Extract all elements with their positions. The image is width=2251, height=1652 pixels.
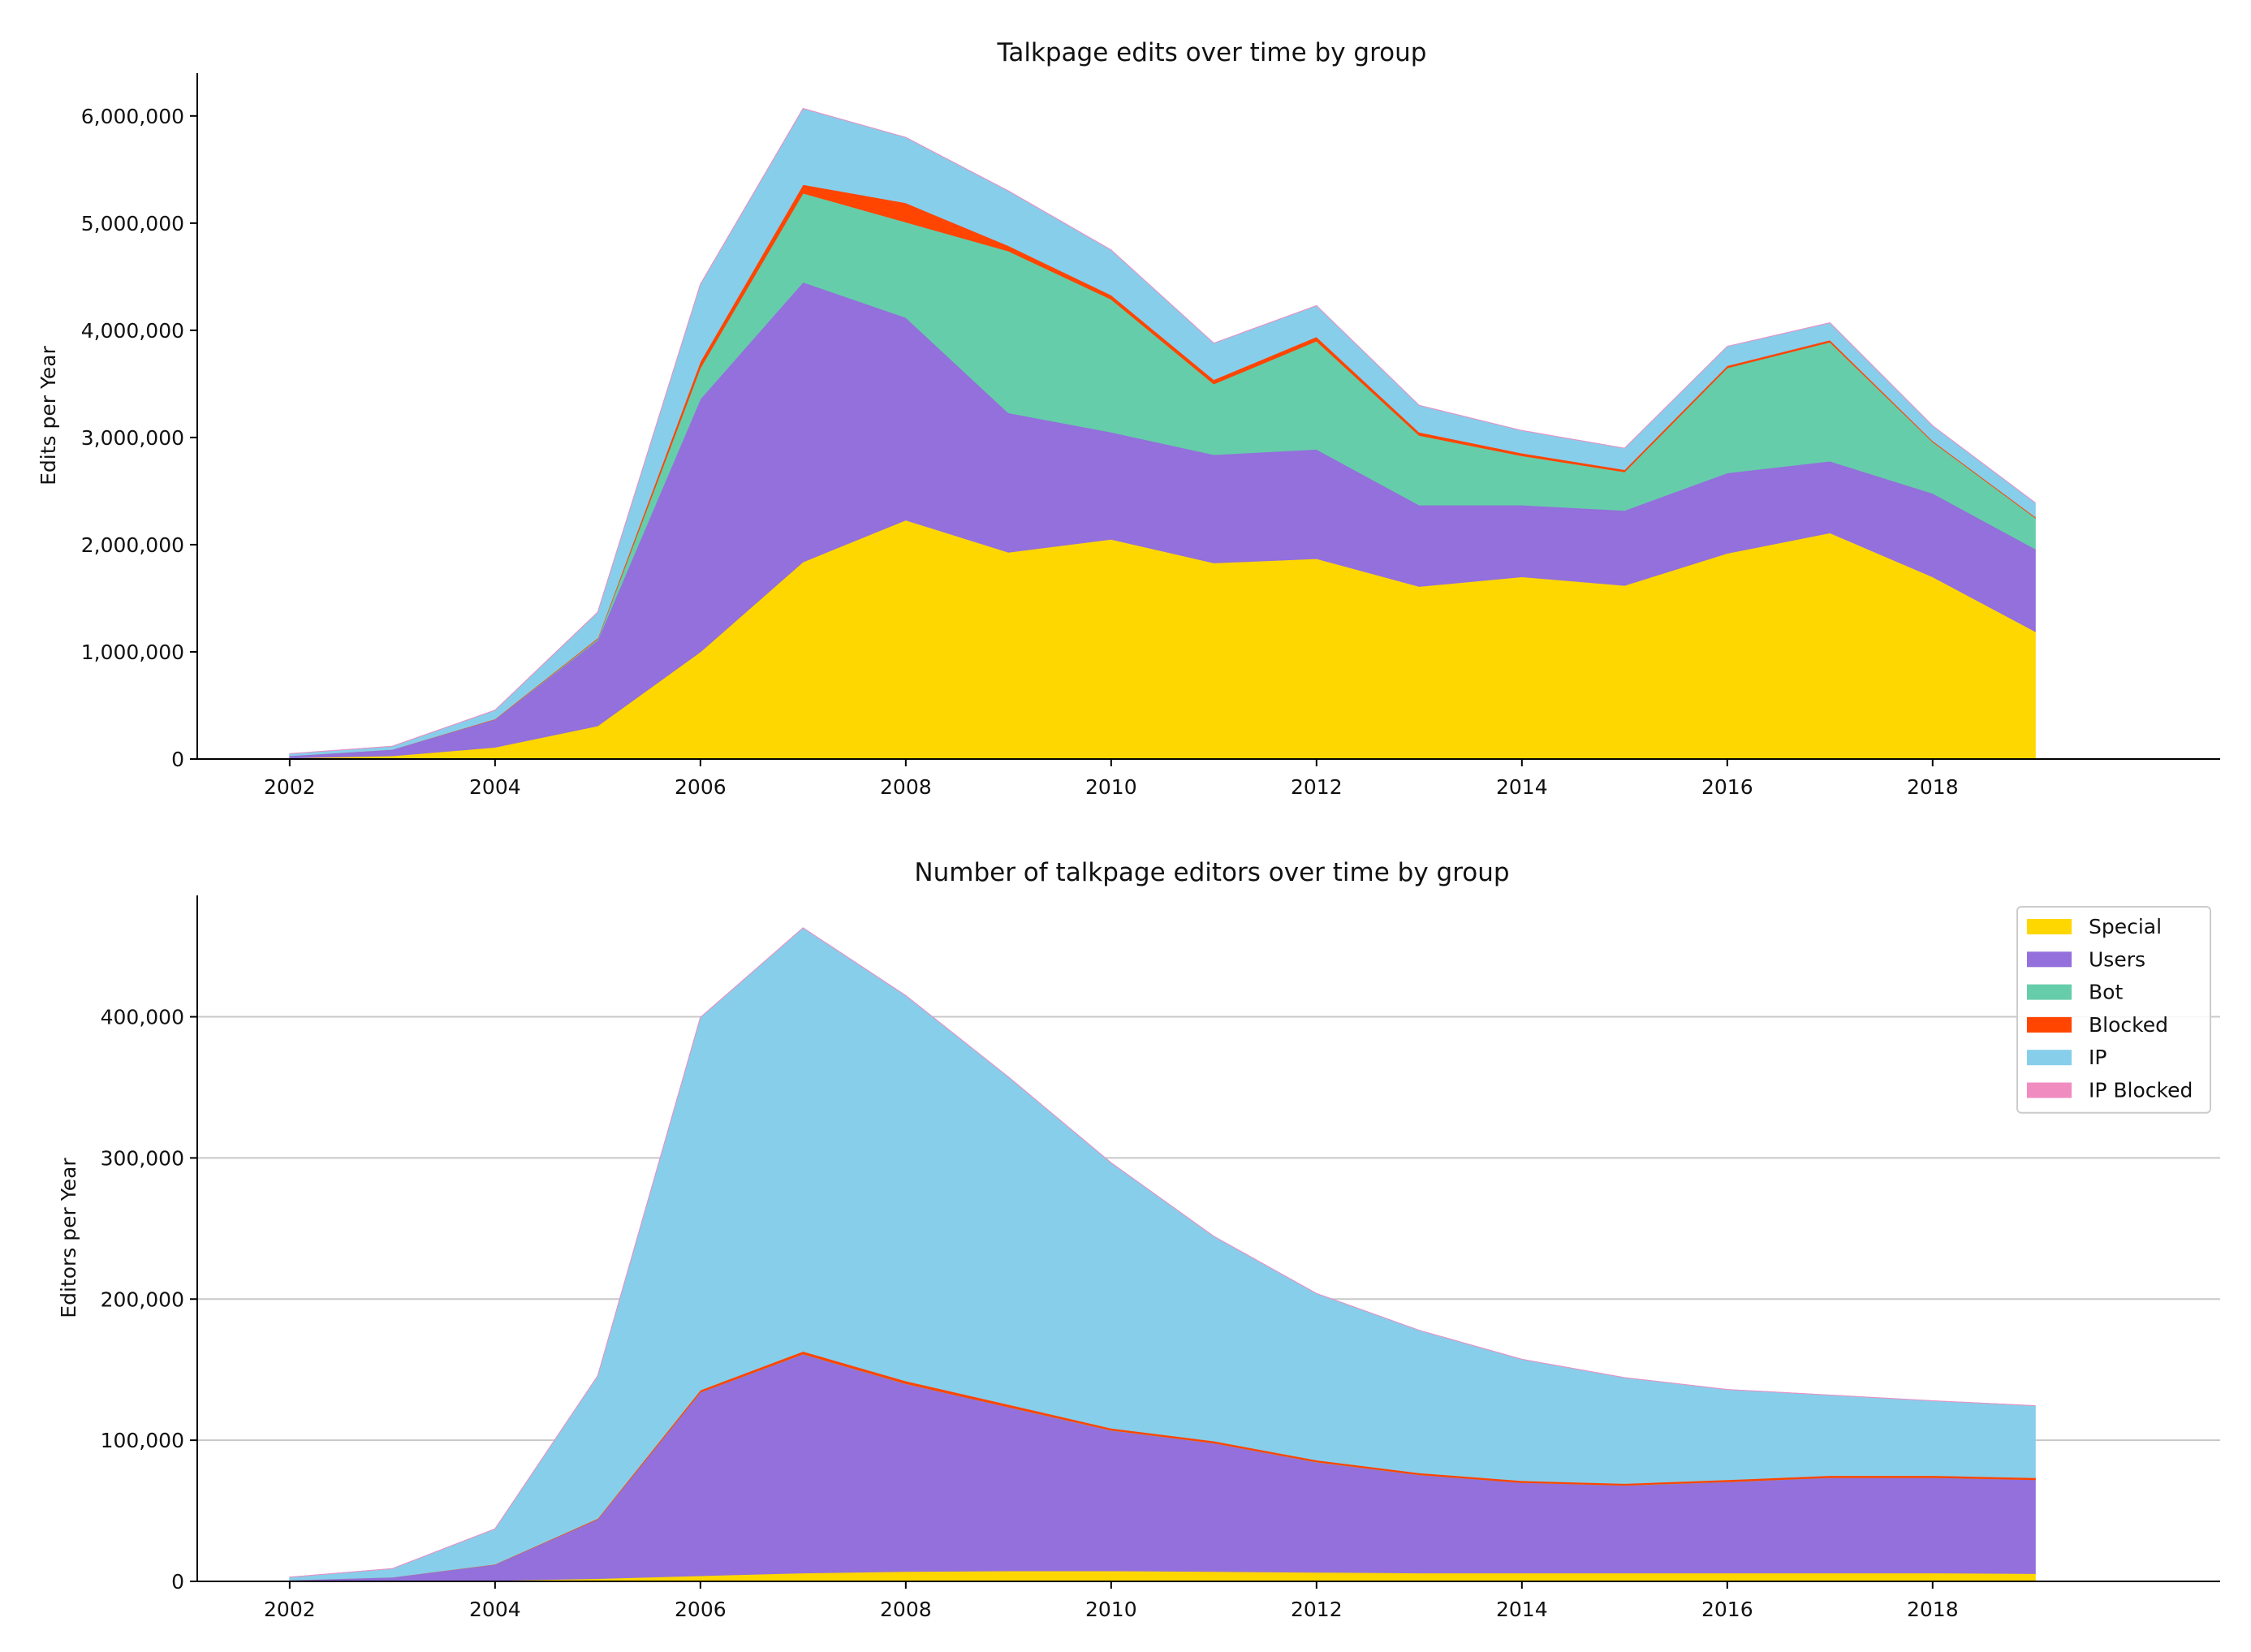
edits-x-tick-label: 2012 bbox=[1291, 775, 1343, 799]
edits-x-tick-label: 2016 bbox=[1701, 775, 1753, 799]
edits-area-ip-blocked bbox=[289, 108, 2036, 754]
editors-y-tick-label: 0 bbox=[171, 1570, 184, 1594]
edits-chart: Talkpage edits over time by group Edits … bbox=[37, 38, 2220, 799]
editors-y-tick-label: 300,000 bbox=[101, 1146, 184, 1170]
editors-legend: Special Users Bot Blocked IP IP Blocked bbox=[2016, 906, 2211, 1114]
editors-y-tick-label: 200,000 bbox=[101, 1288, 184, 1311]
editors-legend-swatch-users bbox=[2027, 951, 2072, 968]
editors-legend-label-blocked: Blocked bbox=[2089, 1013, 2168, 1037]
editors-legend-label-ip: IP bbox=[2089, 1046, 2107, 1069]
editors-x-tick-label: 2012 bbox=[1291, 1598, 1343, 1621]
editors-legend-swatch-bot bbox=[2027, 984, 2072, 1000]
editors-legend-label-users: Users bbox=[2089, 947, 2145, 971]
editors-chart-title: Number of talkpage editors over time by … bbox=[914, 858, 1509, 887]
edits-x-tick-label: 2018 bbox=[1907, 775, 1959, 799]
editors-area-ip-blocked bbox=[289, 927, 2036, 1578]
editors-legend-label-special: Special bbox=[2089, 915, 2162, 938]
edits-y-tick-label: 4,000,000 bbox=[81, 319, 184, 343]
editors-legend-label-bot: Bot bbox=[2089, 981, 2123, 1004]
editors-x-tick-label: 2006 bbox=[675, 1598, 727, 1621]
editors-chart: Number of talkpage editors over time by … bbox=[57, 858, 2220, 1621]
edits-x-tick-label: 2004 bbox=[469, 775, 521, 799]
edits-x-tick-label: 2008 bbox=[880, 775, 932, 799]
edits-y-tick-label: 0 bbox=[171, 748, 184, 771]
edits-x-tick-label: 2006 bbox=[675, 775, 727, 799]
editors-legend-label-ip-blocked: IP Blocked bbox=[2089, 1079, 2193, 1102]
edits-chart-ylabel: Edits per Year bbox=[37, 345, 60, 485]
edits-x-tick-label: 2002 bbox=[264, 775, 316, 799]
edits-x-tick-label: 2010 bbox=[1085, 775, 1137, 799]
editors-x-tick-label: 2002 bbox=[264, 1598, 316, 1621]
editors-legend-swatch-special bbox=[2027, 919, 2072, 934]
editors-x-tick-label: 2004 bbox=[469, 1598, 521, 1621]
editors-legend-swatch-ip bbox=[2027, 1050, 2072, 1066]
edits-y-tick-label: 6,000,000 bbox=[81, 105, 184, 128]
editors-x-tick-label: 2014 bbox=[1496, 1598, 1548, 1621]
editors-legend-swatch-blocked bbox=[2027, 1016, 2072, 1033]
edits-y-tick-label: 2,000,000 bbox=[81, 533, 184, 557]
editors-y-tick-label: 400,000 bbox=[101, 1006, 184, 1029]
editors-chart-ylabel: Editors per Year bbox=[57, 1158, 80, 1318]
edits-x-tick-label: 2014 bbox=[1496, 775, 1548, 799]
editors-x-tick-label: 2016 bbox=[1701, 1598, 1753, 1621]
editors-legend-swatch-ip-blocked bbox=[2027, 1082, 2072, 1098]
editors-y-tick-label: 100,000 bbox=[101, 1429, 184, 1452]
edits-y-tick-label: 5,000,000 bbox=[81, 212, 184, 235]
editors-x-tick-label: 2008 bbox=[880, 1598, 932, 1621]
editors-x-tick-label: 2010 bbox=[1085, 1598, 1137, 1621]
edits-chart-title: Talkpage edits over time by group bbox=[997, 38, 1427, 67]
edits-y-tick-label: 1,000,000 bbox=[81, 641, 184, 664]
edits-y-tick-label: 3,000,000 bbox=[81, 426, 184, 450]
editors-x-tick-label: 2018 bbox=[1907, 1598, 1959, 1621]
